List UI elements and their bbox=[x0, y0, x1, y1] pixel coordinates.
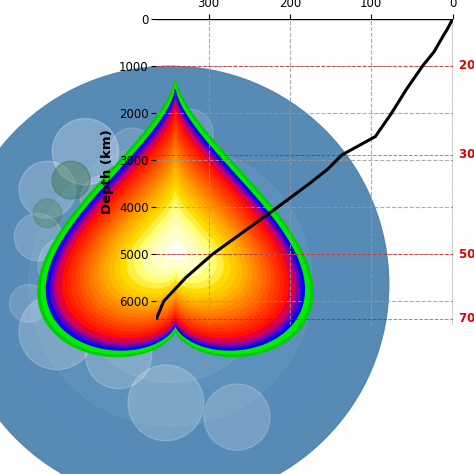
Polygon shape bbox=[81, 132, 270, 324]
Circle shape bbox=[0, 100, 355, 469]
Circle shape bbox=[14, 213, 62, 261]
Circle shape bbox=[204, 384, 270, 450]
Polygon shape bbox=[41, 83, 310, 354]
Circle shape bbox=[9, 284, 47, 322]
Text: 3000 K: 3000 K bbox=[459, 148, 474, 161]
Polygon shape bbox=[72, 121, 279, 331]
Circle shape bbox=[0, 66, 389, 474]
Polygon shape bbox=[85, 137, 266, 321]
Circle shape bbox=[33, 199, 62, 228]
Polygon shape bbox=[99, 155, 252, 310]
Polygon shape bbox=[94, 150, 256, 313]
Circle shape bbox=[25, 139, 316, 430]
Circle shape bbox=[0, 72, 383, 474]
Polygon shape bbox=[115, 175, 236, 298]
Polygon shape bbox=[60, 107, 291, 340]
Circle shape bbox=[0, 99, 356, 470]
Circle shape bbox=[9, 122, 333, 447]
Text: 5000 K: 5000 K bbox=[459, 247, 474, 261]
Circle shape bbox=[81, 195, 260, 374]
Circle shape bbox=[0, 66, 389, 474]
Polygon shape bbox=[49, 93, 302, 348]
Circle shape bbox=[85, 322, 152, 389]
Polygon shape bbox=[143, 211, 208, 276]
Circle shape bbox=[126, 240, 215, 329]
Circle shape bbox=[48, 162, 293, 407]
Circle shape bbox=[0, 78, 377, 474]
Polygon shape bbox=[135, 201, 216, 283]
Polygon shape bbox=[57, 103, 294, 342]
Circle shape bbox=[38, 237, 95, 294]
Circle shape bbox=[73, 186, 269, 383]
Circle shape bbox=[0, 83, 372, 474]
Circle shape bbox=[92, 206, 249, 363]
Circle shape bbox=[70, 184, 271, 385]
Polygon shape bbox=[44, 87, 307, 352]
Circle shape bbox=[0, 89, 366, 474]
Polygon shape bbox=[109, 169, 241, 302]
Polygon shape bbox=[46, 90, 304, 350]
Circle shape bbox=[166, 109, 213, 156]
Circle shape bbox=[75, 189, 266, 380]
Polygon shape bbox=[153, 223, 198, 269]
Circle shape bbox=[104, 166, 133, 194]
Circle shape bbox=[159, 273, 182, 296]
Circle shape bbox=[64, 178, 277, 391]
Polygon shape bbox=[90, 144, 261, 317]
Circle shape bbox=[137, 251, 204, 318]
Circle shape bbox=[131, 245, 210, 324]
Circle shape bbox=[42, 156, 299, 413]
Circle shape bbox=[0, 106, 349, 463]
Circle shape bbox=[19, 294, 95, 370]
Polygon shape bbox=[128, 191, 223, 288]
Circle shape bbox=[3, 117, 338, 452]
Polygon shape bbox=[164, 237, 186, 260]
Text: 2000 K: 2000 K bbox=[459, 60, 474, 73]
Circle shape bbox=[19, 161, 76, 218]
Polygon shape bbox=[67, 116, 283, 334]
Circle shape bbox=[103, 217, 238, 352]
Circle shape bbox=[109, 223, 232, 346]
Circle shape bbox=[148, 262, 193, 307]
Circle shape bbox=[31, 145, 310, 424]
Polygon shape bbox=[55, 100, 296, 344]
Polygon shape bbox=[121, 183, 230, 293]
Polygon shape bbox=[76, 127, 274, 327]
Circle shape bbox=[87, 201, 255, 368]
Circle shape bbox=[0, 66, 389, 474]
Circle shape bbox=[62, 261, 128, 327]
Circle shape bbox=[109, 128, 156, 175]
Polygon shape bbox=[63, 110, 288, 337]
Circle shape bbox=[29, 143, 312, 426]
Polygon shape bbox=[76, 127, 274, 327]
Polygon shape bbox=[51, 95, 300, 346]
Circle shape bbox=[128, 365, 204, 441]
Circle shape bbox=[120, 234, 221, 335]
Circle shape bbox=[52, 161, 90, 199]
Polygon shape bbox=[118, 179, 233, 295]
Circle shape bbox=[0, 94, 361, 474]
Circle shape bbox=[154, 268, 187, 301]
Circle shape bbox=[14, 128, 327, 441]
Circle shape bbox=[20, 134, 321, 435]
Circle shape bbox=[53, 167, 288, 402]
Text: 7000 K: 7000 K bbox=[459, 312, 474, 325]
Polygon shape bbox=[96, 151, 255, 312]
Circle shape bbox=[143, 256, 199, 312]
Polygon shape bbox=[38, 79, 313, 356]
Polygon shape bbox=[104, 162, 247, 306]
Circle shape bbox=[81, 175, 128, 223]
Circle shape bbox=[98, 212, 243, 357]
Circle shape bbox=[36, 150, 305, 419]
Y-axis label: Depth (km): Depth (km) bbox=[100, 129, 114, 214]
Circle shape bbox=[0, 111, 344, 458]
Circle shape bbox=[115, 228, 227, 340]
Circle shape bbox=[52, 118, 118, 185]
Polygon shape bbox=[162, 234, 189, 262]
Circle shape bbox=[165, 279, 176, 290]
Polygon shape bbox=[141, 208, 210, 278]
Circle shape bbox=[59, 173, 283, 396]
